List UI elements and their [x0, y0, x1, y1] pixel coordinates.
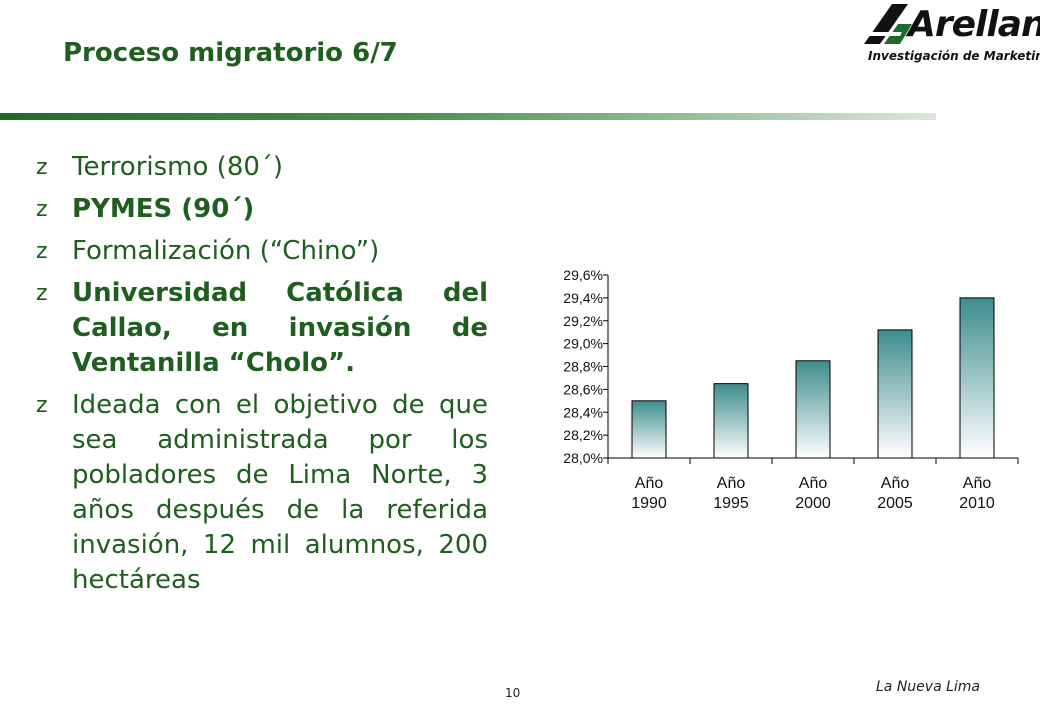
x-tick-label: Año — [799, 475, 828, 492]
bullet-marker-icon: z — [36, 281, 48, 306]
x-tick-label: 1990 — [631, 495, 667, 512]
bullet-item: z Ideada con el objetivo de que sea admin… — [36, 388, 488, 598]
y-tick-label: 28,4% — [563, 404, 603, 420]
y-tick-label: 28,6% — [563, 381, 603, 397]
bar — [631, 400, 667, 459]
slide-title: Proceso migratorio 6/7 — [63, 38, 398, 68]
logo-tagline: Investigación de Marketing — [868, 49, 1040, 63]
x-tick-label: Año — [963, 475, 992, 492]
footer-label: La Nueva Lima — [876, 679, 981, 695]
bullet-marker-icon: z — [36, 197, 48, 222]
x-tick-label: Año — [635, 475, 664, 492]
bullet-text: Formalización (“Chino”) — [72, 236, 380, 266]
bar — [959, 297, 995, 459]
bullet-item: z Universidad Católica del Callao, en inv… — [36, 276, 488, 381]
bullet-marker-icon: z — [36, 393, 48, 418]
logo-wordmark: Arellano — [908, 4, 1040, 45]
arellano-logo: Arellano Investigación de Marketing — [858, 2, 1040, 68]
y-tick-label: 29,6% — [563, 267, 603, 283]
y-tick-label: 28,8% — [563, 359, 603, 375]
bar — [795, 360, 831, 459]
bullet-list: z Terrorismo (80´) z PYMES (90´) z Formalizac… — [36, 150, 488, 605]
bullet-item: z Formalización (“Chino”) — [36, 234, 488, 269]
x-tick-label: Año — [717, 475, 746, 492]
x-tick-label: 1995 — [713, 495, 749, 512]
x-tick-label: 2000 — [795, 495, 831, 512]
y-tick-label: 29,4% — [563, 290, 603, 306]
bullet-marker-icon: z — [36, 239, 48, 264]
y-tick-label: 29,0% — [563, 336, 603, 352]
page-number: 10 — [505, 686, 521, 700]
bullet-marker-icon: z — [36, 155, 48, 180]
arellano-logo-icon — [864, 4, 912, 44]
y-tick-label: 28,0% — [563, 450, 603, 466]
bullet-text: Ideada con el objetivo de que sea admini… — [72, 390, 488, 595]
bullet-item: z Terrorismo (80´) — [36, 150, 488, 185]
y-tick-label: 28,2% — [563, 427, 603, 443]
x-tick-label: 2010 — [959, 495, 995, 512]
bullet-text: PYMES (90´) — [72, 194, 255, 224]
x-tick-label: Año — [881, 475, 910, 492]
x-tick-label: 2005 — [877, 495, 913, 512]
bar — [877, 329, 913, 459]
title-divider — [0, 113, 936, 120]
bar — [713, 383, 749, 459]
y-tick-label: 29,2% — [563, 313, 603, 329]
bullet-text: Universidad Católica del Callao, en inva… — [72, 278, 488, 378]
bullet-item: z PYMES (90´) — [36, 192, 488, 227]
bullet-text: Terrorismo (80´) — [72, 152, 284, 182]
bar-chart: 28,0% 28,2% 28,4% 28,6% 28,8% 29,0% 29,2% 29,4%… — [563, 267, 1019, 512]
